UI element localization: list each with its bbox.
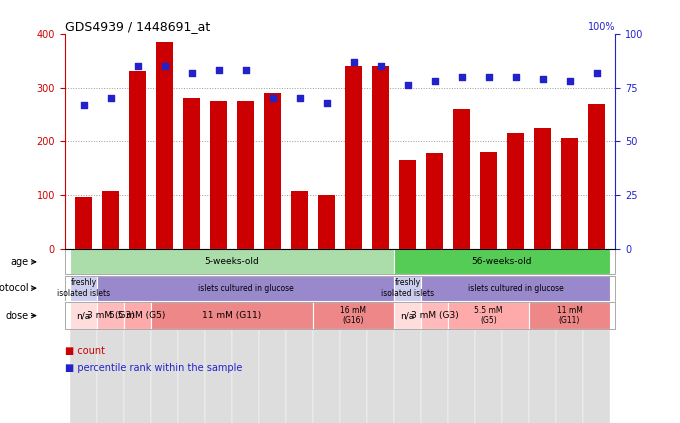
- Point: [375, 63, 386, 69]
- Bar: [534, 128, 551, 249]
- Point: [456, 74, 467, 80]
- Text: age: age: [11, 257, 29, 267]
- Bar: [373, 66, 388, 249]
- Bar: [475, 249, 502, 423]
- Bar: [70, 302, 97, 330]
- Bar: [265, 93, 281, 249]
- Bar: [340, 249, 367, 423]
- Bar: [421, 249, 448, 423]
- Point: [591, 69, 602, 76]
- Bar: [259, 249, 286, 423]
- Bar: [205, 249, 232, 423]
- Point: [537, 76, 548, 82]
- Point: [402, 82, 413, 89]
- Point: [564, 78, 575, 85]
- Bar: [210, 101, 226, 249]
- Text: freshly
isolated islets: freshly isolated islets: [57, 278, 110, 298]
- Bar: [345, 66, 362, 249]
- Point: [132, 63, 143, 69]
- Bar: [97, 275, 394, 301]
- Bar: [394, 302, 421, 330]
- Bar: [178, 249, 205, 423]
- Bar: [151, 249, 178, 423]
- Point: [186, 69, 197, 76]
- Text: ■ count: ■ count: [65, 346, 105, 356]
- Point: [348, 58, 359, 65]
- Text: ■ percentile rank within the sample: ■ percentile rank within the sample: [65, 363, 242, 373]
- Bar: [529, 302, 610, 330]
- Bar: [421, 302, 448, 330]
- Text: islets cultured in glucose: islets cultured in glucose: [468, 284, 563, 293]
- Point: [429, 78, 440, 85]
- Bar: [394, 275, 421, 301]
- Text: n/a: n/a: [401, 311, 415, 320]
- Text: protocol: protocol: [0, 283, 29, 293]
- Text: 5.5 mM (G5): 5.5 mM (G5): [109, 311, 166, 320]
- Point: [105, 95, 116, 102]
- Bar: [529, 249, 556, 423]
- Bar: [448, 249, 475, 423]
- Bar: [394, 249, 421, 423]
- Bar: [97, 249, 124, 423]
- Text: 56-weeks-old: 56-weeks-old: [472, 257, 532, 266]
- Bar: [394, 249, 610, 275]
- Bar: [70, 249, 97, 423]
- Bar: [426, 153, 443, 249]
- Bar: [367, 249, 394, 423]
- Point: [483, 74, 494, 80]
- Bar: [448, 302, 529, 330]
- Point: [510, 74, 521, 80]
- Bar: [399, 160, 415, 249]
- Bar: [237, 101, 254, 249]
- Text: GDS4939 / 1448691_at: GDS4939 / 1448691_at: [65, 20, 210, 33]
- Text: 5-weeks-old: 5-weeks-old: [205, 257, 259, 266]
- Bar: [70, 275, 97, 301]
- Point: [78, 102, 89, 108]
- Bar: [454, 109, 470, 249]
- Bar: [502, 249, 529, 423]
- Bar: [151, 302, 313, 330]
- Bar: [124, 302, 151, 330]
- Bar: [232, 249, 259, 423]
- Bar: [583, 249, 610, 423]
- Text: 100%: 100%: [588, 22, 615, 32]
- Point: [321, 99, 332, 106]
- Text: n/a: n/a: [76, 311, 90, 320]
- Bar: [124, 249, 151, 423]
- Point: [159, 63, 170, 69]
- Text: dose: dose: [5, 310, 29, 321]
- Bar: [318, 195, 335, 249]
- Text: 3 mM (G3): 3 mM (G3): [411, 311, 458, 320]
- Bar: [507, 133, 524, 249]
- Bar: [421, 275, 610, 301]
- Text: 11 mM (G11): 11 mM (G11): [203, 311, 262, 320]
- Point: [267, 95, 278, 102]
- Text: 16 mM
(G16): 16 mM (G16): [341, 306, 367, 325]
- Bar: [70, 249, 394, 275]
- Bar: [103, 191, 118, 249]
- Bar: [292, 191, 307, 249]
- Point: [213, 67, 224, 74]
- Bar: [156, 42, 173, 249]
- Bar: [286, 249, 313, 423]
- Bar: [184, 98, 200, 249]
- Bar: [480, 152, 496, 249]
- Bar: [588, 104, 605, 249]
- Bar: [313, 302, 394, 330]
- Text: islets cultured in glucose: islets cultured in glucose: [198, 284, 293, 293]
- Bar: [97, 302, 124, 330]
- Bar: [75, 197, 92, 249]
- Point: [240, 67, 251, 74]
- Text: freshly
isolated islets: freshly isolated islets: [381, 278, 434, 298]
- Bar: [556, 249, 583, 423]
- Text: 5.5 mM
(G5): 5.5 mM (G5): [474, 306, 503, 325]
- Bar: [313, 249, 340, 423]
- Bar: [129, 71, 146, 249]
- Text: 11 mM
(G11): 11 mM (G11): [556, 306, 583, 325]
- Bar: [562, 137, 577, 249]
- Point: [294, 95, 305, 102]
- Text: 3 mM (G3): 3 mM (G3): [86, 311, 135, 320]
